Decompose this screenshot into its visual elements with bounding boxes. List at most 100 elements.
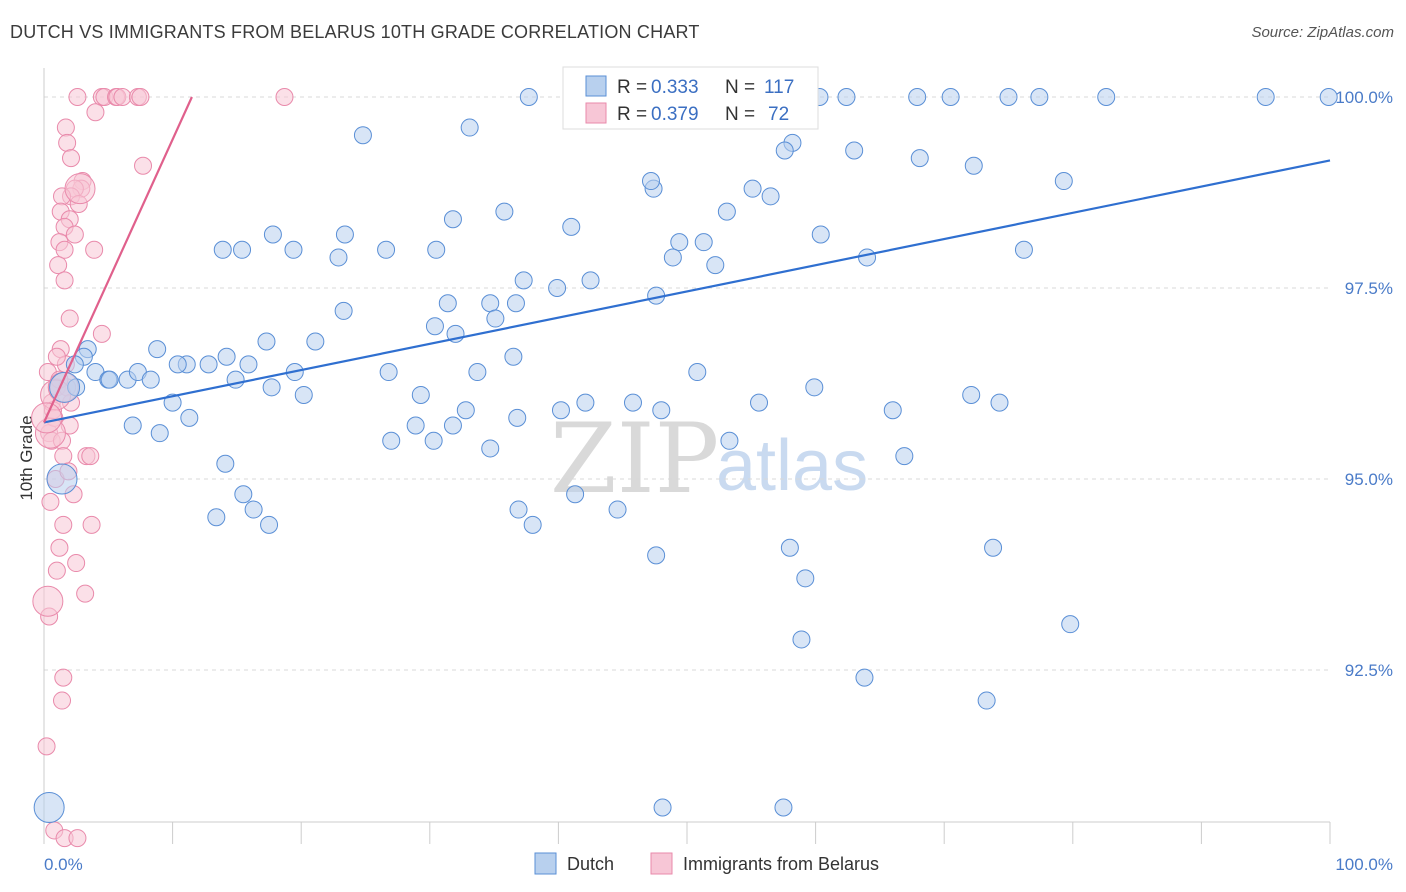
- legend-swatch-belarus: [585, 102, 607, 124]
- dutch-point: [1061, 615, 1080, 634]
- dutch-point: [623, 393, 642, 412]
- dutch-trendline: [43, 159, 1331, 424]
- dutch-point: [377, 240, 396, 259]
- dutch-point: [551, 401, 570, 420]
- belarus-point: [64, 173, 96, 205]
- dutch-point: [576, 393, 595, 412]
- dutch-point: [382, 431, 401, 450]
- belarus-point: [92, 324, 111, 343]
- dutch-point: [999, 88, 1018, 106]
- dutch-point: [486, 309, 505, 328]
- dutch-point: [858, 248, 877, 267]
- y-tick-label: 100.0%: [1335, 88, 1393, 107]
- dutch-point: [199, 355, 218, 374]
- dutch-point: [984, 538, 1003, 557]
- belarus-trendline: [42, 96, 193, 423]
- belarus-point: [47, 561, 66, 580]
- dutch-point: [33, 792, 65, 824]
- dutch-point: [257, 332, 276, 351]
- dutch-point: [180, 408, 199, 427]
- dutch-point: [562, 217, 581, 236]
- dutch-point: [148, 340, 167, 359]
- legend-r-label-dutch: R =: [617, 77, 647, 98]
- dutch-point: [761, 187, 780, 206]
- legend-r-label-belarus: R =: [617, 104, 647, 125]
- dutch-point: [811, 225, 830, 244]
- dutch-point: [837, 88, 856, 106]
- y-tick-labels: 100.0% 97.5% 95.0% 92.5%: [1335, 88, 1393, 680]
- dutch-point: [262, 378, 281, 397]
- dutch-point: [962, 385, 981, 404]
- belarus-point: [134, 156, 153, 175]
- dutch-point: [1097, 88, 1116, 106]
- dutch-point: [495, 202, 514, 221]
- dutch-point: [260, 515, 279, 534]
- y-tick-label: 95.0%: [1345, 470, 1393, 489]
- belarus-point: [56, 118, 75, 137]
- dutch-point: [548, 279, 567, 297]
- dutch-point: [883, 401, 902, 420]
- dutch-point: [910, 149, 929, 168]
- watermark-atlas: atlas: [716, 426, 868, 506]
- dutch-points: [33, 88, 1338, 824]
- dutch-point: [334, 301, 353, 320]
- belarus-point: [58, 133, 77, 152]
- belarus-point: [86, 103, 105, 122]
- belarus-point: [55, 271, 74, 290]
- dutch-point: [990, 393, 1009, 412]
- dutch-point: [743, 179, 762, 198]
- belarus-point: [113, 88, 132, 106]
- dutch-point: [163, 393, 182, 412]
- belarus-point: [53, 691, 72, 710]
- bottom-legend-swatch-dutch: [534, 852, 557, 875]
- dutch-point: [694, 233, 713, 252]
- dutch-point: [855, 668, 874, 687]
- dutch-point: [306, 332, 325, 351]
- dutch-point: [425, 317, 444, 336]
- belarus-point: [81, 447, 100, 466]
- dutch-point: [443, 210, 462, 229]
- legend-r-value-belarus: 0.379: [651, 104, 699, 125]
- y-tick-label: 92.5%: [1345, 661, 1393, 680]
- dutch-point: [438, 294, 457, 313]
- dutch-point: [845, 141, 864, 160]
- dutch-point: [647, 546, 666, 565]
- dutch-point: [514, 271, 533, 290]
- belarus-point: [54, 447, 73, 466]
- legend-n-value-belarus: 72: [768, 104, 789, 125]
- dutch-point: [481, 439, 500, 458]
- dutch-point: [717, 202, 736, 221]
- dutch-point: [670, 233, 689, 252]
- dutch-point: [233, 240, 252, 259]
- dutch-point: [460, 118, 479, 137]
- y-tick-label: 97.5%: [1345, 279, 1393, 298]
- belarus-point: [47, 347, 66, 366]
- dutch-point: [284, 240, 303, 259]
- dutch-point: [895, 447, 914, 466]
- dutch-point: [506, 294, 525, 313]
- dutch-point: [411, 385, 430, 404]
- dutch-point: [244, 500, 263, 519]
- belarus-point: [54, 515, 73, 534]
- dutch-point: [217, 347, 236, 366]
- dutch-point: [641, 172, 660, 191]
- dutch-point: [977, 691, 996, 710]
- belarus-point: [68, 829, 87, 848]
- dutch-point: [652, 401, 671, 420]
- belarus-point: [131, 88, 150, 106]
- legend-n-label-belarus: N =: [725, 104, 755, 125]
- dutch-point: [46, 463, 78, 495]
- dutch-point: [406, 416, 425, 435]
- dutch-point: [964, 156, 983, 175]
- dutch-point: [443, 416, 462, 435]
- trendlines: [42, 96, 1331, 424]
- dutch-point: [456, 401, 475, 420]
- dutch-point: [581, 271, 600, 290]
- dutch-point: [335, 225, 354, 244]
- dutch-point: [213, 240, 232, 259]
- dutch-point: [141, 370, 160, 389]
- belarus-point: [60, 309, 79, 328]
- legend-swatch-dutch: [585, 75, 607, 97]
- dutch-point: [750, 393, 769, 412]
